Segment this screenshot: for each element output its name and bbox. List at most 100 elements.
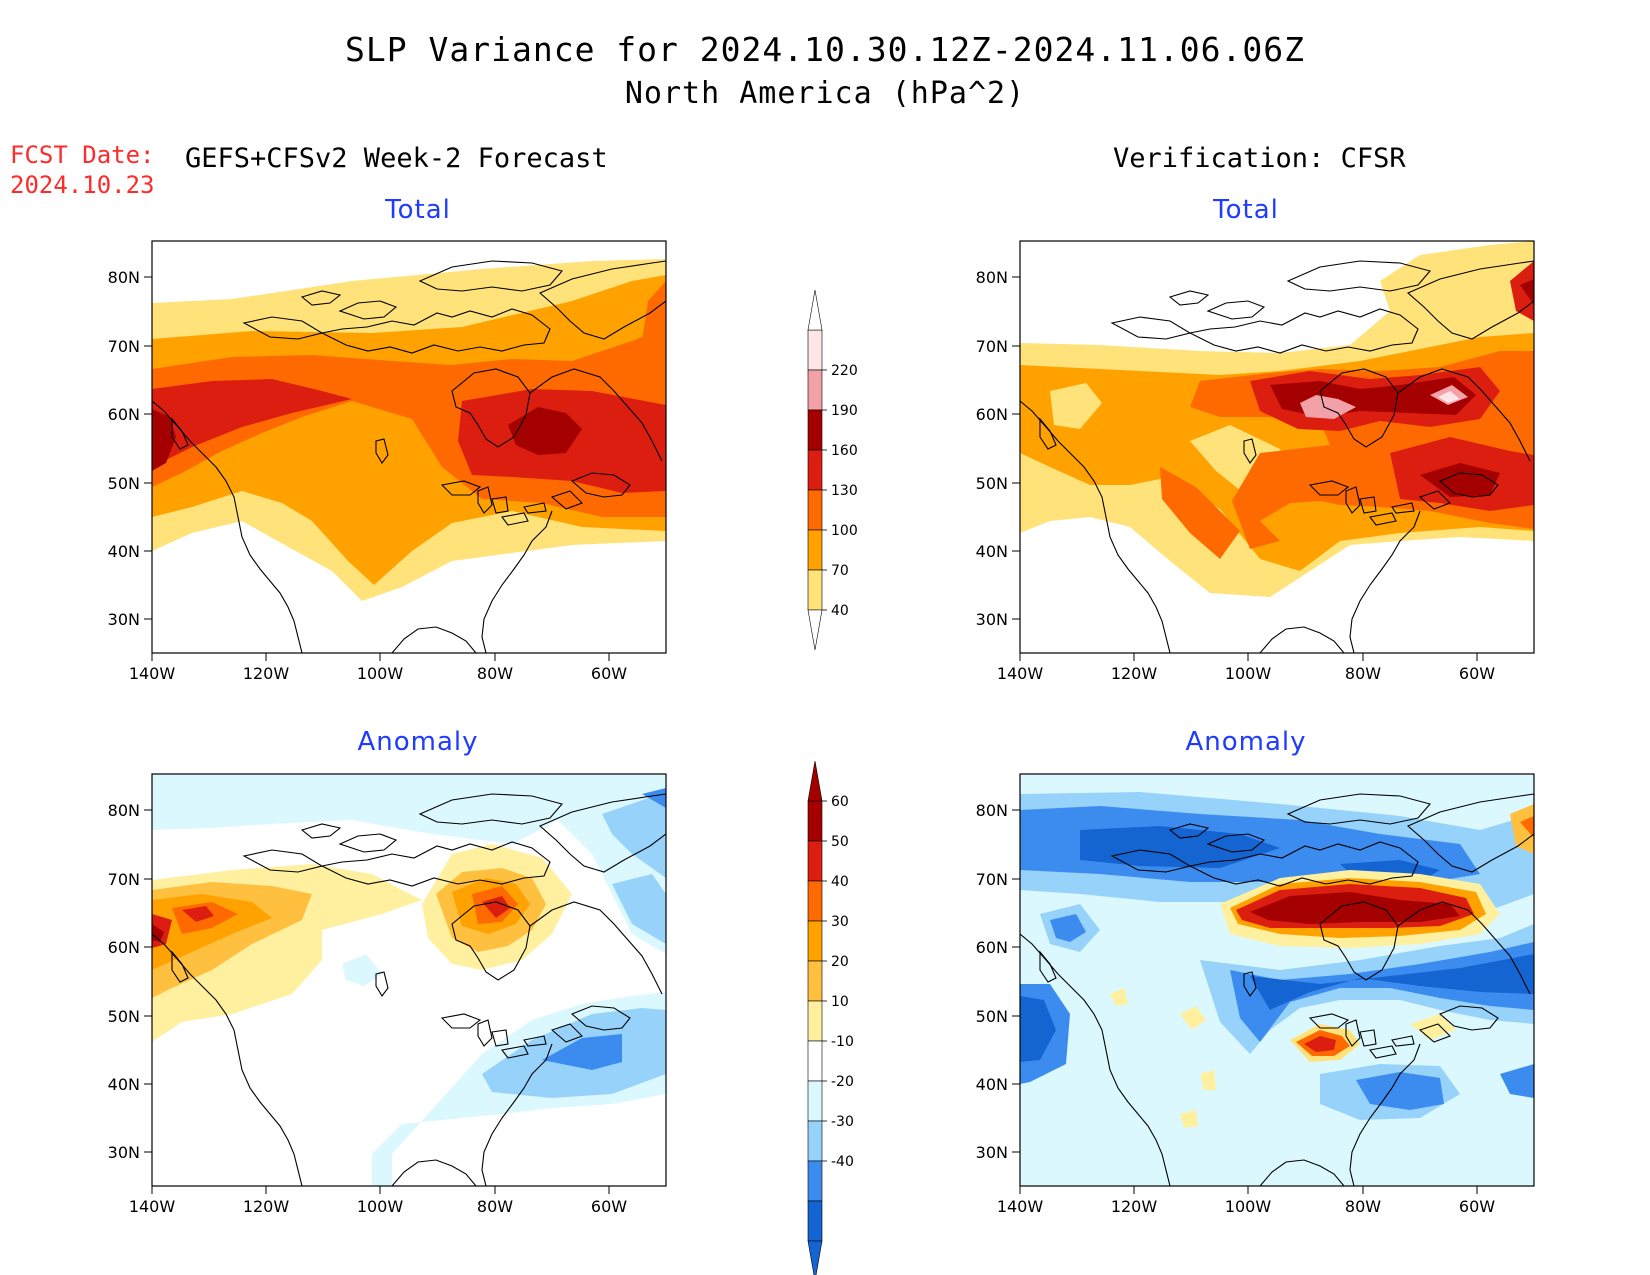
lon-tick-label: 100W — [1225, 1197, 1272, 1216]
lat-tick-label: 60N — [976, 405, 1008, 424]
panel-title-verification-total: Total — [1213, 195, 1279, 225]
forecast-label: GEFS+CFSv2 Week-2 Forecast — [185, 143, 608, 174]
panel-title-forecast-total: Total — [385, 195, 451, 225]
colorbar-swatch — [807, 920, 823, 962]
colorbar-anomaly: 60 50 40 30 20 10 -10 -20 -30 -40 — [807, 760, 854, 1275]
colorbar-swatch — [807, 409, 823, 451]
colorbar-swatch — [807, 569, 823, 611]
lon-tick-label: 100W — [357, 1197, 404, 1216]
lon-tick-label: 60W — [591, 1197, 627, 1216]
lon-tick-label: 120W — [243, 1197, 290, 1216]
lon-tick-label: 80W — [477, 1197, 513, 1216]
colorbar-swatch — [807, 1160, 823, 1202]
colorbar-swatch — [807, 1040, 823, 1082]
lat-tick-label: 50N — [976, 474, 1008, 493]
colorbar-swatch — [807, 1200, 823, 1242]
lon-tick-label: 140W — [997, 1197, 1044, 1216]
lon-tick-label: 120W — [1111, 664, 1158, 683]
colorbar-bottom-arrow — [807, 609, 823, 651]
fcst-date-value: 2024.10.23 — [10, 171, 155, 199]
colorbar-label: 70 — [831, 563, 849, 579]
lon-tick-label: 140W — [129, 1197, 176, 1216]
colorbar-total: 220 190 160 130 100 70 40 — [807, 289, 858, 651]
lon-tick-label: 60W — [591, 664, 627, 683]
lat-tick-label: 40N — [108, 542, 140, 561]
panel-forecast-total — [151, 240, 667, 654]
axes-layer: 80N 70N 60N 50N 40N 30N 140W 120W 100W 80W 60W 80N 7… — [108, 268, 1496, 1216]
colorbar-swatch — [807, 840, 823, 882]
colorbar-swatch — [807, 1000, 823, 1042]
lat-tick-label: 70N — [976, 337, 1008, 356]
main-title: SLP Variance for 2024.10.30.12Z-2024.11.… — [345, 30, 1305, 69]
lat-tick-label: 60N — [976, 938, 1008, 957]
lat-tick-label: 40N — [976, 542, 1008, 561]
lat-tick-label: 80N — [976, 268, 1008, 287]
lon-tick-label: 80W — [1345, 664, 1381, 683]
lat-tick-label: 50N — [976, 1007, 1008, 1026]
colorbar-swatch — [807, 489, 823, 531]
lat-tick-label: 50N — [108, 1007, 140, 1026]
colorbar-label: 100 — [831, 523, 858, 539]
colorbar-label: 30 — [831, 914, 849, 930]
lat-tick-label: 30N — [976, 610, 1008, 629]
lat-tick-label: 70N — [108, 870, 140, 889]
subtitle: North America (hPa^2) — [624, 76, 1026, 111]
lon-tick-label: 60W — [1459, 664, 1495, 683]
lat-tick-label: 80N — [108, 268, 140, 287]
lon-tick-label: 60W — [1459, 1197, 1495, 1216]
colorbar-swatch — [807, 329, 823, 371]
verification-label: Verification: CFSR — [1113, 143, 1406, 174]
colorbar-label: 50 — [831, 834, 849, 850]
lat-tick-label: 40N — [976, 1075, 1008, 1094]
colorbar-label: -40 — [831, 1154, 854, 1170]
panel-title-forecast-anomaly: Anomaly — [357, 727, 479, 757]
colorbar-label: 130 — [831, 483, 858, 499]
panel-forecast-anomaly — [151, 773, 667, 1187]
colorbar-swatch — [807, 800, 823, 842]
colorbar-label: 220 — [831, 363, 858, 379]
fcst-date-label: FCST Date: — [10, 141, 155, 169]
colorbar-label: 40 — [831, 603, 849, 619]
lat-tick-label: 60N — [108, 938, 140, 957]
lon-tick-label: 120W — [243, 664, 290, 683]
colorbar-label: 160 — [831, 443, 858, 459]
colorbar-swatch — [807, 529, 823, 571]
lon-tick-label: 120W — [1111, 1197, 1158, 1216]
lat-tick-label: 80N — [976, 801, 1008, 820]
colorbar-label: -10 — [831, 1034, 854, 1050]
lat-tick-label: 40N — [108, 1075, 140, 1094]
colorbar-label: 40 — [831, 874, 849, 890]
lon-tick-label: 140W — [129, 664, 176, 683]
colorbar-bottom-arrow — [807, 1240, 823, 1275]
lat-tick-label: 50N — [108, 474, 140, 493]
panel-verification-total — [1019, 240, 1535, 654]
colorbar-label: 60 — [831, 794, 849, 810]
lat-tick-label: 30N — [976, 1143, 1008, 1162]
colorbar-swatch — [807, 1120, 823, 1162]
colorbar-swatch — [807, 449, 823, 491]
lon-tick-label: 80W — [477, 664, 513, 683]
colorbar-swatch — [807, 1080, 823, 1122]
colorbar-top-arrow — [807, 289, 823, 331]
lat-tick-label: 30N — [108, 610, 140, 629]
colorbar-label: -30 — [831, 1114, 854, 1130]
lat-tick-label: 70N — [976, 870, 1008, 889]
colorbar-swatch — [807, 880, 823, 922]
panel-title-verification-anomaly: Anomaly — [1185, 727, 1307, 757]
colorbar-label: 20 — [831, 954, 849, 970]
colorbar-top-arrow — [807, 760, 823, 802]
colorbar-swatch — [807, 369, 823, 411]
lon-tick-label: 100W — [357, 664, 404, 683]
lon-tick-label: 80W — [1345, 1197, 1381, 1216]
lon-tick-label: 100W — [1225, 664, 1272, 683]
colorbar-label: -20 — [831, 1074, 854, 1090]
colorbar-label: 190 — [831, 403, 858, 419]
colorbar-swatch — [807, 960, 823, 1002]
lat-tick-label: 70N — [108, 337, 140, 356]
colorbar-label: 10 — [831, 994, 849, 1010]
lat-tick-label: 60N — [108, 405, 140, 424]
panel-verification-anomaly — [1019, 773, 1535, 1187]
fcst-date: FCST Date: 2024.10.23 — [10, 140, 155, 200]
lat-tick-label: 30N — [108, 1143, 140, 1162]
